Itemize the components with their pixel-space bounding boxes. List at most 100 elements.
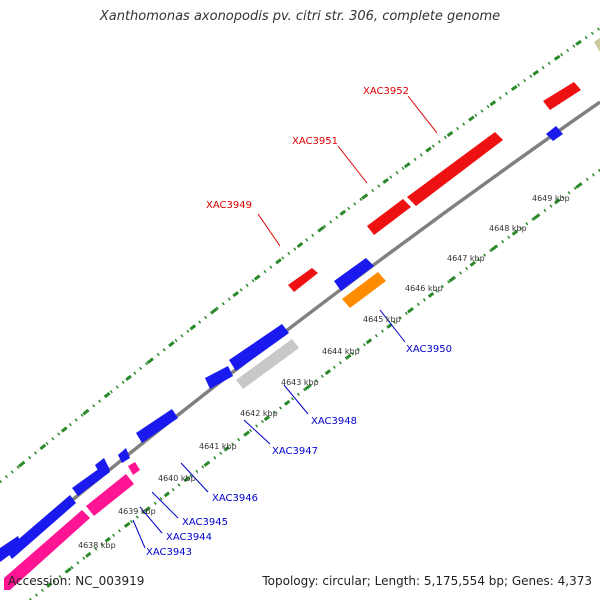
outer-major-ticks [18,39,582,468]
major-tick [284,399,291,406]
major-tick [318,225,325,232]
scale-label: 4641 kbp [199,442,237,451]
major-tick [124,521,131,528]
major-tick [223,445,230,452]
callout-line-XAC3943 [132,519,146,549]
gene-blue-5[interactable] [118,448,130,463]
callout-line-XAC3946 [180,462,209,493]
major-tick [65,567,72,573]
gene-pink-3[interactable] [128,462,140,475]
callout-label-XAC3946[interactable]: XAC3946 [212,493,258,504]
major-tick [427,291,435,298]
callout-label-XAC3944[interactable]: XAC3944 [166,532,212,543]
callout-label-XAC3950[interactable]: XAC3950 [406,344,452,355]
gene-pink-1[interactable] [4,510,90,590]
scale-label: 4638 kbp [78,541,116,550]
major-tick [104,536,111,543]
major-tick [575,39,582,46]
scale-label: 4648 kbp [489,224,527,233]
gene-XAC3949[interactable] [288,268,318,292]
callout-label-XAC3951[interactable]: XAC3951 [292,136,338,147]
major-tick [146,357,154,365]
major-tick [511,229,519,236]
scale-label: 4639 kbp [118,507,156,516]
major-tick [324,369,332,376]
callout-label-XAC3948[interactable]: XAC3948 [311,416,357,427]
major-tick [382,177,390,184]
callout-label-XAC3945[interactable]: XAC3945 [182,517,228,528]
major-tick [304,384,311,391]
gene-gray[interactable] [236,339,299,389]
major-tick [82,409,90,416]
major-tick [489,100,497,107]
major-tick [554,198,561,205]
gene-XAC3950b[interactable] [367,199,411,235]
gene-blue-9[interactable] [334,258,374,291]
callout-label-XAC3952[interactable]: XAC3952 [363,86,409,97]
gene-blue-7[interactable] [205,366,233,389]
scale-label: 4647 kbp [447,254,485,263]
major-tick [490,245,498,252]
major-tick [469,260,477,267]
major-tick [296,241,304,249]
gene-blue-2[interactable] [6,495,76,559]
major-tick [189,324,197,331]
callout-line-XAC3949 [257,213,281,247]
callout-line-XAC3947 [243,419,271,445]
major-tick [365,338,373,345]
gene-blue-4[interactable] [95,458,110,476]
scale-label: 4646 kbp [405,284,443,293]
gene-XAC3951[interactable] [407,132,503,206]
major-tick [210,307,218,314]
major-tick [125,374,132,382]
callout-line-XAC3944 [139,506,163,534]
gene-callouts: XAC3949 XAC3951 XAC3952 XAC3943 XAC3944 … [132,86,452,558]
callout-line-XAC3945 [151,491,179,519]
gene-blue-10[interactable] [546,126,563,141]
major-tick [60,426,68,433]
major-tick [168,341,175,348]
scale-label: 4644 kbp [322,347,360,356]
major-tick [275,258,282,265]
gene-blue-6[interactable] [136,409,178,443]
callout-label-XAC3947[interactable]: XAC3947 [272,446,318,457]
callout-line-XAC3951 [337,145,368,184]
callout-line-XAC3952 [407,95,438,134]
major-tick [425,146,432,153]
callout-line-XAC3948 [283,384,309,415]
major-tick [403,162,411,169]
scale-labels: 4638 kbp 4639 kbp 4640 kbp 4641 kbp 4642… [78,194,570,550]
scale-label: 4649 kbp [532,194,570,203]
scale-label: 4645 kbp [363,315,401,324]
major-tick [448,276,456,283]
major-tick [143,506,151,513]
major-tick [203,461,210,467]
gene-XAC3952[interactable] [543,82,581,110]
major-tick [339,209,347,216]
genome-summary-text: Topology: circular; Length: 5,175,554 bp… [262,574,592,588]
scale-label: 4643 kbp [281,378,319,387]
major-tick [232,291,240,298]
major-tick [511,85,518,91]
gene-XAC3950[interactable] [342,272,386,308]
major-tick [85,552,92,558]
gene-blue-8[interactable] [229,324,289,371]
callout-line-XAC3950 [379,309,406,343]
callout-label-XAC3949[interactable]: XAC3949 [206,200,252,211]
major-tick [163,491,171,498]
scale-label: 4642 kbp [240,409,278,418]
major-tick [253,274,261,281]
major-tick [103,391,111,399]
major-tick [263,415,271,422]
major-tick [468,115,475,122]
major-tick [532,214,540,220]
accession-text: Accession: NC_003919 [8,574,145,588]
major-tick [360,193,368,200]
map-title: Xanthomonas axonopodis pv. citri str. 30… [99,9,501,24]
gene-pink-2[interactable] [86,474,134,516]
gene-olive-edge [594,38,600,52]
major-tick [18,461,25,468]
major-tick [575,182,582,189]
callout-label-XAC3943[interactable]: XAC3943 [146,547,192,558]
